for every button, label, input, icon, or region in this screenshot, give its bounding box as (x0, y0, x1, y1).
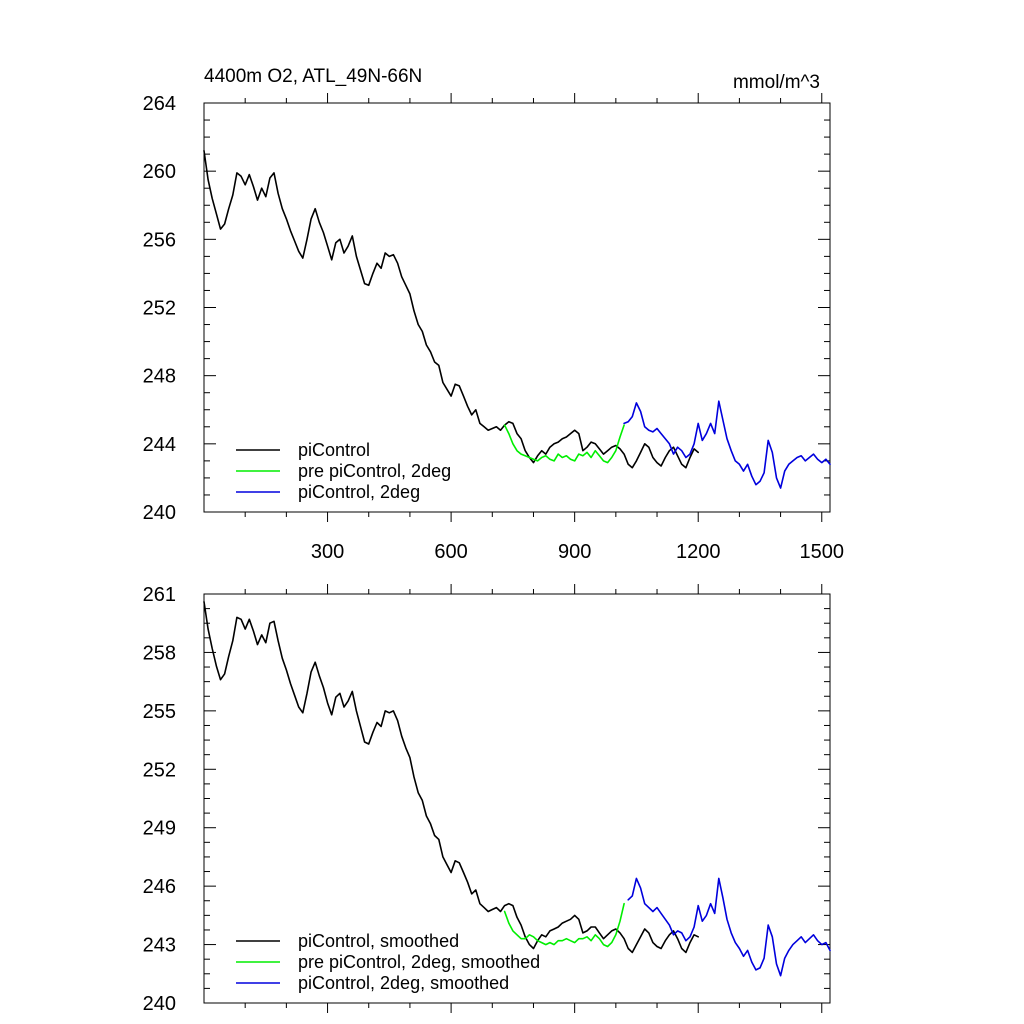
y-tick-label: 243 (143, 935, 176, 957)
x-tick-label: 600 (434, 541, 467, 563)
legend-label-1: pre piControl, 2deg (298, 461, 451, 481)
x-tick-label: 300 (311, 541, 344, 563)
series-line-2 (623, 400, 831, 489)
y-tick-label: 249 (143, 818, 176, 840)
y-tick-label: 260 (143, 161, 176, 183)
panel-title-left: 4400m O2, ATL_49N-66N (204, 66, 422, 87)
series-line-0 (203, 600, 700, 954)
panel-units-label: mmol/m^3 (733, 72, 820, 93)
y-tick-label: 240 (143, 993, 176, 1015)
series-line-0 (203, 149, 700, 469)
y-tick-label: 258 (143, 642, 176, 664)
legend-label-1: pre piControl, 2deg, smoothed (298, 952, 540, 972)
y-tick-label: 252 (143, 298, 176, 320)
y-tick-label: 255 (143, 701, 176, 723)
series-line-2 (627, 877, 831, 977)
y-tick-label: 252 (143, 759, 176, 781)
legend-label-0: piControl, smoothed (298, 931, 459, 951)
x-tick-label: 1500 (800, 541, 845, 563)
top-panel: 4400m O2, ATL_49N-66N mmol/m^3 240 244 248… (143, 66, 844, 563)
series-line-1 (503, 424, 625, 464)
bottom-panel: 240 243 246 249 252 255 258 261 piControl, smoot… (143, 584, 831, 1015)
x-tick-label: 1200 (676, 541, 721, 563)
y-tick-label: 261 (143, 584, 176, 606)
y-tick-label: 240 (143, 502, 176, 524)
x-tick-label: 900 (558, 541, 591, 563)
series-line-1 (503, 902, 625, 948)
y-tick-label: 264 (143, 93, 176, 115)
y-tick-label: 246 (143, 876, 176, 898)
y-tick-label: 244 (143, 434, 176, 456)
legend-label-2: piControl, 2deg, smoothed (298, 973, 509, 993)
legend-label-2: piControl, 2deg (298, 482, 420, 502)
y-tick-label: 256 (143, 229, 176, 251)
legend-label-0: piControl (298, 440, 370, 460)
y-tick-label: 248 (143, 366, 176, 388)
